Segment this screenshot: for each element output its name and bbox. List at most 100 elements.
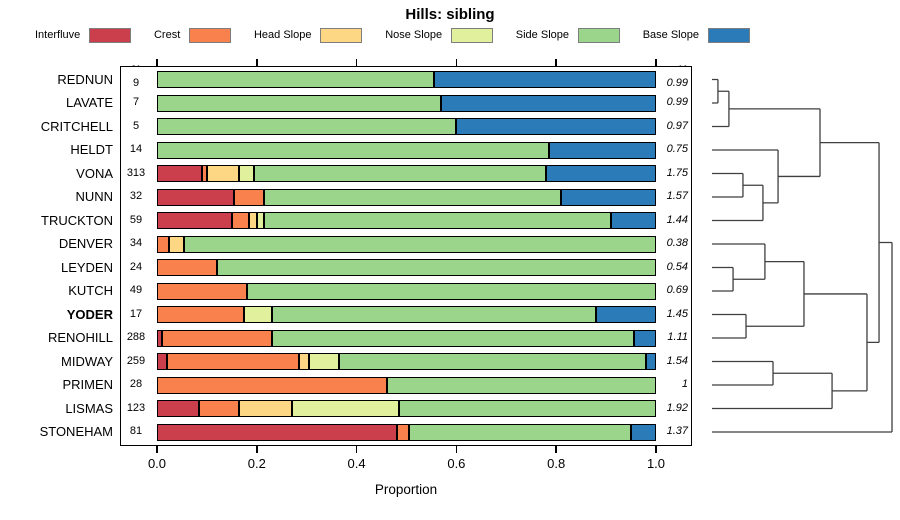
x-axis-label: Proportion xyxy=(374,482,438,497)
legend-label: Base Slope xyxy=(642,29,699,41)
n-value: 28 xyxy=(129,378,143,390)
bar-segment-base-slope xyxy=(596,306,656,323)
bar-segment-crest xyxy=(396,423,409,441)
n-value: 59 xyxy=(129,213,143,226)
bar-segment-interfluve xyxy=(157,188,235,206)
axis-tick xyxy=(256,446,258,453)
axis-tick-label: 0.4 xyxy=(347,456,366,471)
bar-segment-side-slope xyxy=(246,282,656,300)
bar-segment-crest xyxy=(157,282,247,300)
bar-segment-interfluve xyxy=(157,165,202,182)
axis-tick-label: 0.6 xyxy=(447,456,466,471)
legend-label: Nose Slope xyxy=(385,29,443,41)
row-label: LAVATE xyxy=(66,95,113,110)
row-label: CRITCHELL xyxy=(40,118,113,134)
row-label: VONA xyxy=(76,165,113,181)
n-value: 7 xyxy=(132,96,140,108)
bar-segment-crest xyxy=(199,400,240,417)
n-value: 17 xyxy=(129,307,143,320)
h-value: 1.75 xyxy=(666,166,688,179)
axis-tick xyxy=(455,446,458,453)
bar-row xyxy=(157,188,656,206)
bar-segment-crest xyxy=(166,353,300,370)
legend-label: Head Slope xyxy=(253,29,312,41)
bar-segment-interfluve xyxy=(157,400,200,417)
axis-tick xyxy=(655,59,657,66)
bar-segment-side-slope xyxy=(264,188,562,206)
h-value: 0.99 xyxy=(666,76,688,89)
bar-row xyxy=(157,353,656,370)
bar-segment-crest xyxy=(161,329,272,347)
bar-row xyxy=(157,212,656,229)
bar-segment-nose-slope xyxy=(291,400,399,417)
bar-segment-side-slope xyxy=(339,353,646,370)
bar-segment-side-slope xyxy=(408,423,632,441)
n-value: 288 xyxy=(126,331,146,343)
axis-tick xyxy=(355,59,358,66)
row-label: REDNUN xyxy=(57,71,113,87)
bar-row xyxy=(157,141,656,159)
row-label: PRIMEN xyxy=(62,377,113,392)
n-value: 313 xyxy=(126,166,146,179)
bar-segment-base-slope xyxy=(433,71,656,88)
bar-segment-side-slope xyxy=(157,71,434,88)
row-label: MIDWAY xyxy=(61,353,113,369)
axis-tick-label: 0.8 xyxy=(547,456,566,471)
bar-segment-interfluve xyxy=(157,353,167,370)
h-value: 0.97 xyxy=(666,119,688,132)
row-label: STONEHAM xyxy=(39,424,113,439)
axis-tick-label: 0.0 xyxy=(147,456,167,471)
bar-segment-interfluve xyxy=(157,423,397,441)
bar-segment-side-slope xyxy=(386,376,656,394)
bar-segment-nose-slope xyxy=(256,212,265,229)
bar-segment-base-slope xyxy=(633,329,656,347)
legend-label: Interfluve xyxy=(35,29,81,41)
bar-segment-head-slope xyxy=(299,353,310,370)
bar-segment-side-slope xyxy=(271,329,634,347)
bar-row xyxy=(157,400,656,417)
legend-label: Crest xyxy=(153,29,181,41)
legend-item: Side Slope xyxy=(515,27,620,43)
n-value: 5 xyxy=(132,119,140,132)
bar-segment-head-slope xyxy=(206,165,240,182)
row-label: RENOHILL xyxy=(47,330,113,345)
bar-row xyxy=(157,376,656,394)
row-label: LISMAS xyxy=(65,400,113,416)
n-value: 123 xyxy=(126,401,146,414)
h-value: 1.44 xyxy=(666,213,688,226)
legend-item: Nose Slope xyxy=(385,27,494,43)
bar-segment-base-slope xyxy=(546,165,656,182)
bar-segment-base-slope xyxy=(456,118,656,135)
bar-segment-side-slope xyxy=(264,212,612,229)
h-value: 0.54 xyxy=(666,260,688,273)
bar-segment-crest xyxy=(157,235,170,253)
row-label: HELDT xyxy=(70,142,113,157)
h-value: 0.99 xyxy=(666,96,688,108)
h-value: 0.38 xyxy=(666,237,688,249)
bar-segment-side-slope xyxy=(157,141,549,159)
legend-swatch xyxy=(89,27,132,43)
bar-row xyxy=(157,306,656,323)
axis-tick xyxy=(655,446,657,453)
h-value: 0.75 xyxy=(666,143,688,155)
bar-segment-crest xyxy=(201,165,207,182)
bar-segment-base-slope xyxy=(631,423,656,441)
dendrogram-links xyxy=(712,78,893,433)
bar-segment-crest xyxy=(234,188,265,206)
bar-segment-nose-slope xyxy=(244,306,272,323)
bar-row xyxy=(157,94,656,112)
axis-tick xyxy=(555,59,557,66)
legend-item: Base Slope xyxy=(642,27,750,43)
h-value: 1.92 xyxy=(666,401,688,414)
legend-item: Interfluve xyxy=(35,27,132,43)
legend-label: Side Slope xyxy=(515,29,569,41)
row-label: TRUCKTON xyxy=(41,212,113,228)
axis-tick-label: 1.0 xyxy=(646,456,666,471)
bar-row xyxy=(157,118,656,135)
bar-segment-nose-slope xyxy=(239,165,255,182)
n-value: 9 xyxy=(132,76,140,89)
bar-segment-crest xyxy=(157,306,245,323)
h-value: 1.45 xyxy=(666,307,688,320)
bar-segment-side-slope xyxy=(157,94,442,112)
